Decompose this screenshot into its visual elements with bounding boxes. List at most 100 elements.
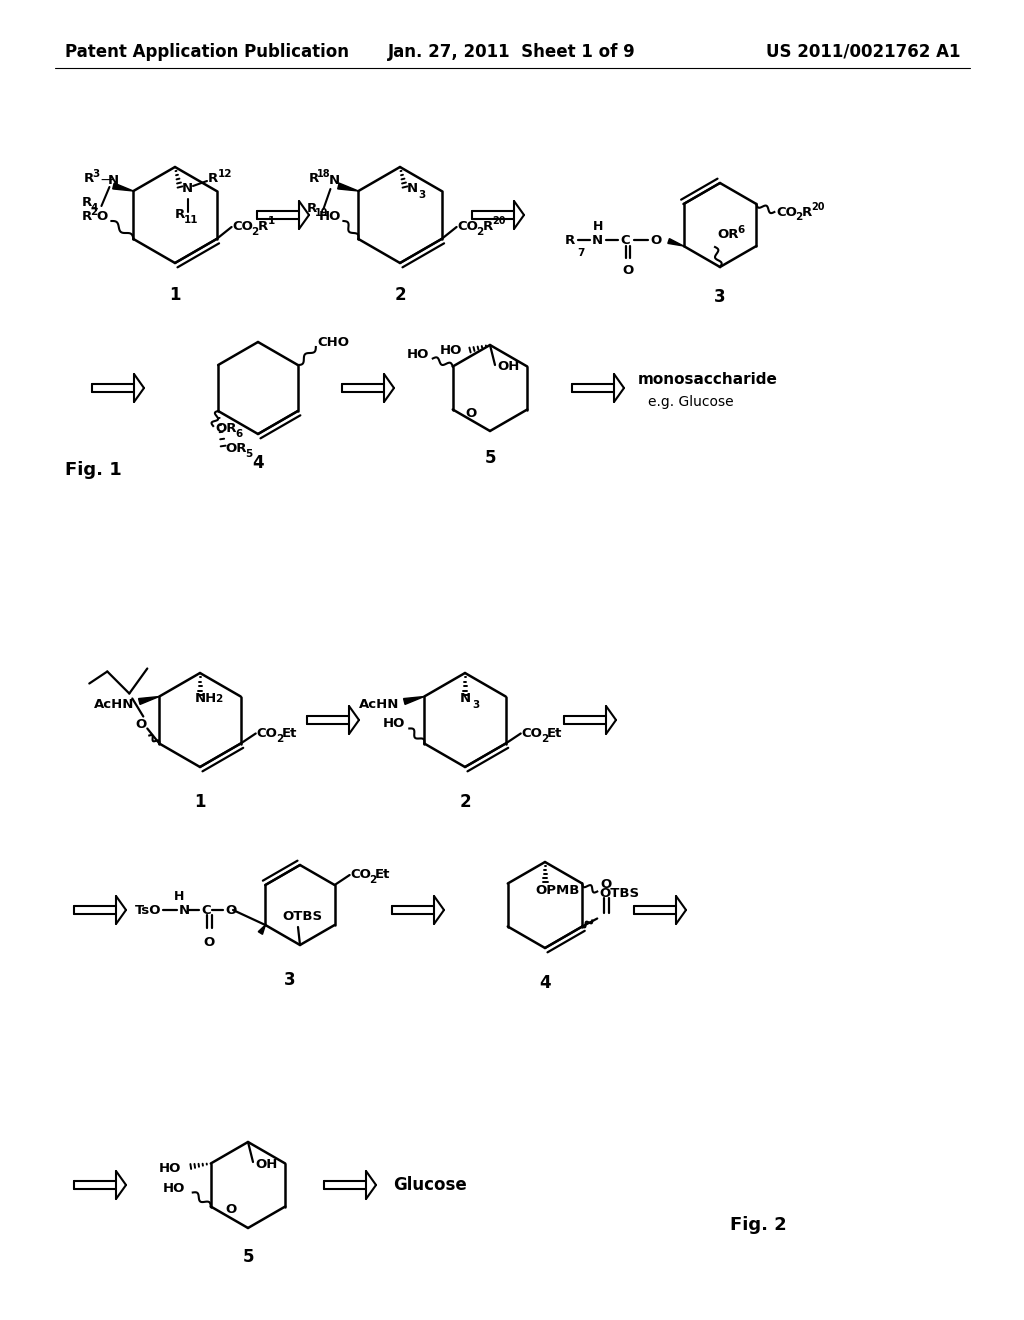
Text: N: N [329,174,340,187]
Polygon shape [668,239,684,246]
Text: HO: HO [163,1181,185,1195]
Text: 2: 2 [476,227,483,238]
Text: 2: 2 [215,694,222,704]
Text: HO: HO [318,210,341,223]
Polygon shape [403,697,424,705]
Text: 2: 2 [275,734,283,743]
Text: —: — [100,174,115,187]
Text: 20: 20 [811,202,825,213]
Text: CO: CO [257,727,278,741]
Text: R: R [308,173,318,186]
Text: Et: Et [375,869,390,882]
Text: CO: CO [776,206,798,219]
Text: C: C [201,903,211,916]
Text: O: O [622,264,633,277]
Text: HO: HO [159,1162,181,1175]
Text: Fig. 2: Fig. 2 [730,1216,786,1234]
Text: HO: HO [407,348,429,360]
Text: O: O [466,407,477,420]
Text: Glucose: Glucose [393,1176,467,1195]
Text: 2: 2 [796,213,803,222]
Text: Jan. 27, 2011  Sheet 1 of 9: Jan. 27, 2011 Sheet 1 of 9 [388,44,636,61]
Text: R: R [802,206,812,219]
Text: monosaccharide: monosaccharide [638,372,778,388]
Text: 3: 3 [418,190,425,201]
Text: AcHN: AcHN [94,698,135,711]
Polygon shape [258,925,265,935]
Text: 5: 5 [484,449,496,467]
Text: 12: 12 [218,169,232,180]
Text: N: N [182,182,194,195]
Text: HO: HO [382,717,404,730]
Text: R: R [175,209,185,222]
Text: 2: 2 [394,286,406,304]
Text: CO: CO [232,220,254,234]
Text: 2: 2 [90,207,97,216]
Text: CO: CO [350,869,372,882]
Text: AcHN: AcHN [359,698,399,711]
Text: CO: CO [458,220,478,234]
Text: Et: Et [547,727,562,741]
Text: O: O [135,718,146,731]
Text: 4: 4 [90,203,98,213]
Text: 3: 3 [714,288,726,306]
Text: R: R [83,173,93,186]
Text: OH: OH [497,360,519,374]
Text: 2: 2 [369,875,376,884]
Text: 7: 7 [578,248,585,257]
Text: R: R [82,197,92,210]
Text: TsO: TsO [135,903,162,916]
Text: 1: 1 [267,216,274,226]
Text: 20: 20 [493,216,506,226]
Polygon shape [338,183,358,191]
Text: 5: 5 [243,1247,254,1266]
Text: R: R [82,210,92,223]
Text: N: N [460,693,471,705]
Text: N: N [592,234,603,247]
Text: R: R [258,220,268,234]
Text: 1: 1 [195,793,206,810]
Text: OPMB: OPMB [535,883,580,896]
Text: OR: OR [717,228,738,242]
Text: Patent Application Publication: Patent Application Publication [65,44,349,61]
Text: O: O [204,936,215,949]
Text: OTBS: OTBS [282,911,323,924]
Text: 2: 2 [541,734,548,743]
Text: OH: OH [255,1158,278,1171]
Text: Fig. 1: Fig. 1 [65,461,122,479]
Text: H: H [593,220,603,234]
Text: 5: 5 [245,449,252,459]
Text: 3: 3 [472,700,479,710]
Text: 3: 3 [285,972,296,989]
Text: R: R [208,173,218,186]
Text: 3: 3 [92,169,99,180]
Text: CO: CO [521,727,543,741]
Text: O: O [601,878,612,891]
Text: 2: 2 [252,227,259,238]
Text: R: R [564,234,574,247]
Text: N: N [108,174,119,187]
Text: R: R [482,220,493,234]
Text: CHO: CHO [317,337,350,350]
Polygon shape [113,183,133,191]
Polygon shape [138,697,160,705]
Text: OR: OR [215,422,237,436]
Text: OTBS: OTBS [599,887,639,900]
Text: NH: NH [195,693,217,705]
Text: H: H [174,891,184,903]
Text: O: O [650,234,662,247]
Text: 18: 18 [317,169,331,180]
Text: 6: 6 [236,429,243,440]
Text: 4: 4 [540,974,551,993]
Text: e.g. Glucose: e.g. Glucose [648,395,733,409]
Text: 1: 1 [169,286,181,304]
Text: R: R [306,202,316,214]
Text: US 2011/0021762 A1: US 2011/0021762 A1 [766,44,961,61]
Text: N: N [407,182,418,195]
Text: O: O [225,903,237,916]
Text: C: C [621,234,631,247]
Text: 11: 11 [184,215,199,224]
Text: O: O [96,210,108,223]
Text: 4: 4 [252,454,264,473]
Text: Et: Et [282,727,297,741]
